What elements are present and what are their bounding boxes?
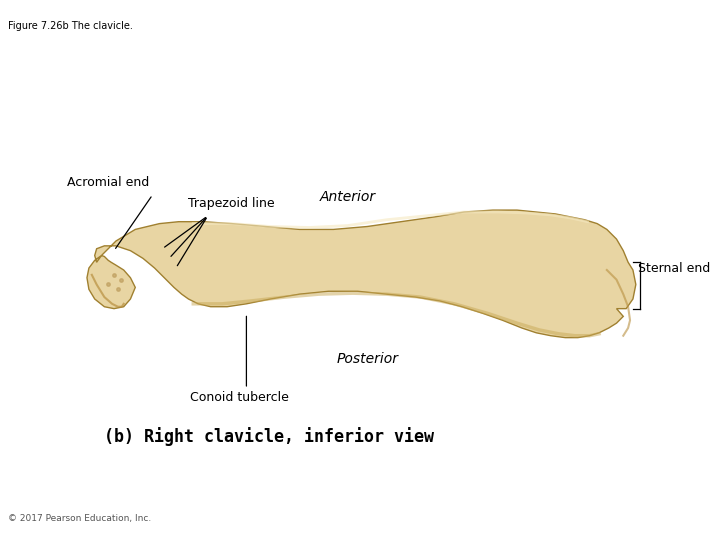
Polygon shape: [87, 210, 636, 338]
Text: Trapezoid line: Trapezoid line: [189, 197, 275, 210]
Text: Figure 7.26b The clavicle.: Figure 7.26b The clavicle.: [8, 21, 132, 31]
Text: Acromial end: Acromial end: [67, 176, 149, 189]
Text: (b) Right clavicle, inferior view: (b) Right clavicle, inferior view: [104, 427, 434, 446]
Text: Conoid tubercle: Conoid tubercle: [190, 391, 289, 404]
Text: Sternal end: Sternal end: [638, 261, 710, 274]
Text: Anterior: Anterior: [320, 190, 376, 204]
Text: Posterior: Posterior: [336, 352, 398, 366]
Text: © 2017 Pearson Education, Inc.: © 2017 Pearson Education, Inc.: [8, 514, 151, 523]
